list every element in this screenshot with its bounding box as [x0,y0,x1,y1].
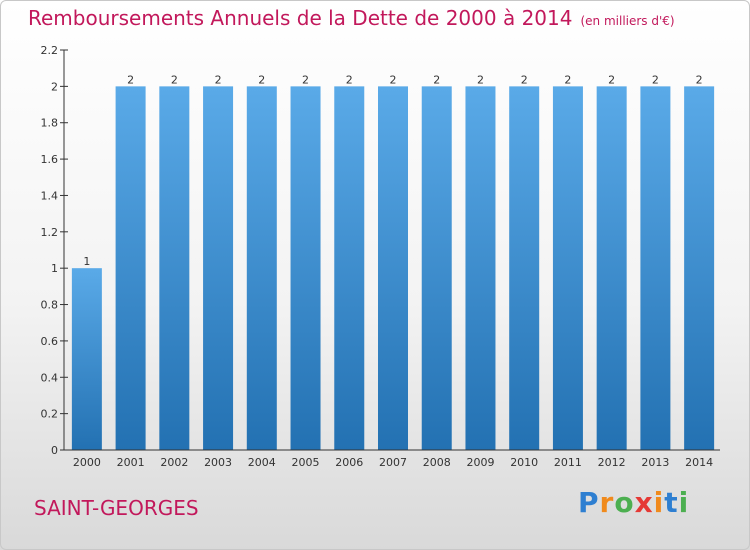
x-tick-label-2005: 2005 [292,456,320,469]
logo-letter: x [634,486,654,519]
bar-2008 [421,86,452,450]
value-label-2014: 2 [696,73,703,86]
chart-title-text: Remboursements Annuels de la Dette de 20… [28,6,573,30]
value-label-2013: 2 [652,73,659,86]
value-label-2007: 2 [390,73,397,86]
value-label-2000: 1 [83,255,90,268]
value-label-2004: 2 [258,73,265,86]
y-tick-label: 0.2 [41,408,59,421]
value-label-2009: 2 [477,73,484,86]
y-tick-label: 1 [51,262,58,275]
value-label-2002: 2 [171,73,178,86]
value-label-2001: 2 [127,73,134,86]
value-label-2006: 2 [346,73,353,86]
value-label-2008: 2 [433,73,440,86]
proxiti-logo: Proxiti [578,486,689,519]
x-tick-label-2009: 2009 [466,456,494,469]
y-tick-label: 0.4 [41,371,59,384]
logo-letter: t [664,486,679,519]
bar-2013 [640,86,671,450]
logo-letter: P [578,486,600,519]
x-tick-label-2000: 2000 [73,456,101,469]
value-label-2003: 2 [215,73,222,86]
y-tick-label: 0 [51,444,58,457]
x-tick-label-2007: 2007 [379,456,407,469]
bar-2000 [71,268,102,450]
x-tick-label-2003: 2003 [204,456,232,469]
unit-label: (en milliers d'€) [580,14,675,28]
chart-title: Remboursements Annuels de la Dette de 20… [28,6,675,30]
y-tick-label: 1.6 [41,153,59,166]
bar-2010 [509,86,540,450]
x-tick-label-2004: 2004 [248,456,276,469]
bar-2006 [334,86,365,450]
value-label-2010: 2 [521,73,528,86]
y-tick-label: 2.2 [41,44,59,57]
y-tick-label: 0.8 [41,299,59,312]
x-tick-label-2002: 2002 [160,456,188,469]
bar-2007 [378,86,408,450]
logo-letter: i [678,486,690,519]
x-tick-label-2010: 2010 [510,456,538,469]
bar-2009 [465,86,496,450]
bar-2012 [596,86,627,450]
x-tick-label-2012: 2012 [598,456,626,469]
x-tick-label-2008: 2008 [423,456,451,469]
bar-2011 [552,86,583,450]
x-tick-label-2011: 2011 [554,456,582,469]
x-tick-label-2014: 2014 [685,456,713,469]
y-tick-label: 1.2 [41,226,59,239]
y-tick-label: 1.8 [41,117,59,130]
bar-2002 [159,86,190,450]
logo-letter: r [599,486,615,519]
bar-2001 [115,86,146,450]
bar-2004 [246,86,277,450]
x-tick-label-2001: 2001 [117,456,145,469]
y-tick-label: 2 [51,80,58,93]
value-label-2011: 2 [564,73,571,86]
logo-letter: i [653,486,665,519]
x-tick-label-2006: 2006 [335,456,363,469]
bar-2005 [290,86,321,450]
value-label-2005: 2 [302,73,309,86]
x-tick-label-2013: 2013 [641,456,669,469]
town-name: SAINT-GEORGES [34,496,199,520]
bar-2014 [684,86,715,450]
y-tick-label: 1.4 [41,189,59,202]
y-tick-label: 0.6 [41,335,59,348]
logo-letter: o [614,486,635,519]
value-label-2012: 2 [608,73,615,86]
bar-2003 [203,86,234,450]
